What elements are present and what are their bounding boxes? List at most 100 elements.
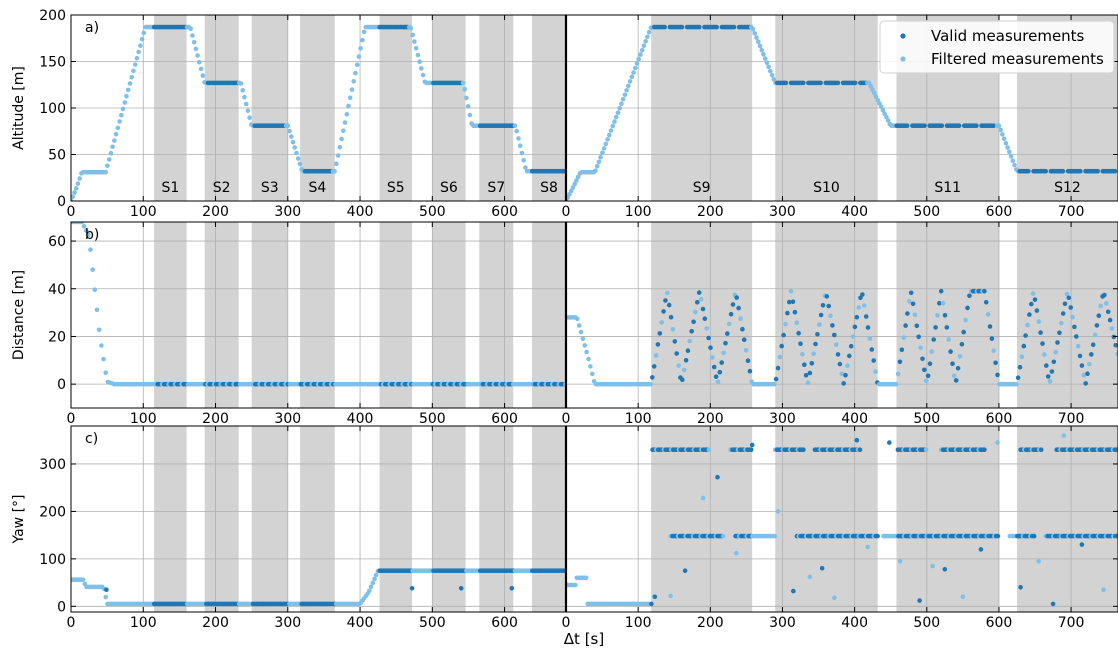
filtered-measurement-point (601, 146, 607, 151)
filtered-measurement-point (952, 373, 957, 379)
valid-measurement-point (651, 364, 657, 369)
filtered-measurement-point (125, 87, 131, 93)
valid-measurement-point (717, 369, 723, 375)
legend-box (879, 20, 1115, 74)
segment-shade-s5 (379, 222, 413, 408)
filtered-measurement-point (90, 267, 95, 273)
valid-measurement-point (783, 80, 789, 86)
valid-measurement-point (1079, 363, 1085, 368)
valid-measurement-point (875, 533, 880, 539)
filtered-measurement-point (295, 156, 301, 161)
legend-marker-valid (900, 33, 906, 39)
filtered-measurement-point (877, 101, 882, 106)
filtered-measurement-point (465, 104, 471, 109)
filtered-measurement-point (794, 320, 800, 326)
valid-measurement-point (745, 358, 751, 364)
segment-label: S6 (440, 180, 458, 196)
y-tick-label: 100 (39, 101, 66, 117)
filtered-measurement-point (73, 186, 79, 191)
filtered-measurement-point (715, 379, 721, 385)
filtered-measurement-point (833, 342, 839, 348)
valid-measurement-point (736, 305, 741, 311)
filtered-measurement-point (122, 100, 128, 105)
valid-measurement-point (939, 123, 945, 128)
filtered-measurement-point (811, 351, 816, 356)
filtered-measurement-point (1098, 303, 1103, 309)
segment-shade-s4 (300, 222, 335, 408)
valid-measurement-point (779, 343, 784, 349)
valid-measurement-point (655, 342, 661, 347)
valid-measurement-point (1043, 168, 1048, 174)
filtered-measurement-point (358, 46, 363, 51)
x-tick-label: 200 (697, 204, 724, 220)
valid-measurement-point (830, 323, 835, 328)
x-tick-label: 600 (491, 204, 518, 220)
filtered-measurement-point (865, 544, 870, 550)
filtered-measurement-point (638, 52, 643, 57)
filtered-measurement-point (349, 87, 355, 92)
segment-label: S11 (934, 180, 961, 196)
filtered-measurement-point (576, 323, 582, 328)
valid-measurement-point (1062, 301, 1068, 307)
filtered-measurement-point (868, 84, 874, 89)
filtered-measurement-point (596, 159, 602, 165)
filtered-measurement-point (600, 150, 605, 156)
filtered-measurement-point (419, 66, 424, 71)
valid-measurement-point (948, 349, 953, 354)
x-tick-label: 100 (625, 204, 652, 220)
filtered-measurement-point (626, 83, 631, 89)
valid-measurement-point (741, 337, 747, 343)
y-tick-label: 40 (48, 282, 66, 298)
valid-measurement-point (865, 325, 871, 330)
valid-measurement-point (773, 376, 779, 382)
filtered-measurement-point (870, 87, 875, 92)
filtered-measurement-point (603, 141, 609, 147)
valid-measurement-point (917, 598, 922, 603)
filtered-measurement-point (415, 52, 421, 58)
filtered-measurement-point (940, 300, 946, 306)
filtered-measurement-point (1000, 132, 1005, 137)
filtered-measurement-point (344, 112, 350, 117)
x-tick-label: 500 (419, 411, 446, 427)
filtered-measurement-point (1081, 372, 1087, 378)
valid-measurement-point (785, 310, 790, 316)
valid-measurement-point (857, 447, 863, 453)
valid-measurement-point (689, 329, 694, 334)
filtered-measurement-point (335, 153, 341, 158)
valid-measurement-point (740, 326, 745, 332)
valid-measurement-point (1113, 342, 1118, 348)
filtered-measurement-point (521, 158, 526, 163)
valid-measurement-point (748, 447, 754, 453)
filtered-measurement-point (720, 533, 726, 539)
valid-measurement-point (662, 24, 667, 30)
filtered-measurement-point (788, 288, 794, 294)
valid-measurement-point (824, 294, 830, 299)
valid-measurement-point (661, 309, 666, 314)
filtered-measurement-point (1070, 314, 1075, 320)
filtered-measurement-point (873, 94, 879, 99)
filtered-measurement-point (92, 287, 98, 293)
filtered-measurement-point (704, 326, 709, 331)
x-tick-label: 500 (419, 204, 446, 220)
valid-measurement-point (801, 447, 806, 453)
valid-measurement-point (905, 311, 910, 316)
filtered-measurement-point (923, 378, 929, 384)
filtered-measurement-point (460, 80, 466, 86)
valid-measurement-point (1079, 542, 1085, 547)
filtered-measurement-point (115, 125, 121, 131)
filtered-measurement-point (880, 108, 886, 113)
segment-label: S5 (387, 180, 405, 196)
segment-label: S4 (309, 180, 327, 196)
filtered-measurement-point (586, 356, 591, 362)
filtered-measurement-point (897, 558, 903, 564)
filtered-measurement-point (103, 370, 108, 376)
valid-measurement-point (956, 123, 962, 128)
filtered-measurement-point (119, 112, 124, 118)
segment-label: S12 (1054, 180, 1081, 196)
x-tick-label: 0 (562, 204, 571, 220)
valid-measurement-point (1095, 168, 1100, 174)
valid-measurement-point (1077, 353, 1083, 359)
filtered-measurement-point (1092, 332, 1098, 338)
valid-measurement-point (1068, 305, 1073, 310)
valid-measurement-point (982, 288, 987, 294)
